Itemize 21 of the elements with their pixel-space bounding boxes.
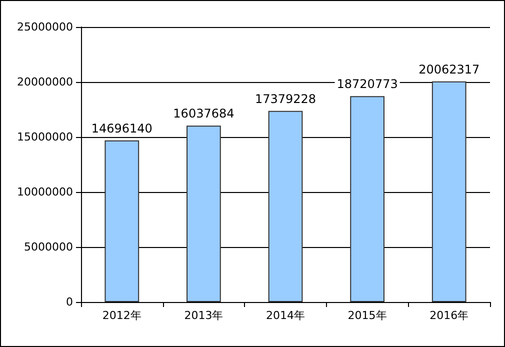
x-tick-label: 2014年 bbox=[266, 309, 305, 322]
x-tick-label: 2012年 bbox=[102, 309, 142, 322]
data-label: 16037684 bbox=[173, 106, 234, 121]
data-label: 17379228 bbox=[254, 92, 316, 106]
bar bbox=[432, 81, 466, 302]
y-tick-label: 10000000 bbox=[17, 186, 73, 198]
bar bbox=[350, 96, 384, 302]
data-label: 18720773 bbox=[336, 77, 398, 92]
y-tick-label: 0 bbox=[66, 296, 73, 308]
y-tick-label: 25000000 bbox=[17, 20, 73, 34]
bar bbox=[268, 110, 303, 302]
x-tick-label: 2013年 bbox=[184, 309, 224, 322]
x-tick-label: 2016年 bbox=[430, 309, 469, 322]
data-label: 14696140 bbox=[91, 121, 152, 136]
bar bbox=[186, 126, 221, 302]
y-tick-label: 15000000 bbox=[17, 130, 73, 144]
data-label: 20062317 bbox=[418, 62, 480, 76]
bar bbox=[104, 140, 140, 302]
x-tick-label: 2015年 bbox=[348, 309, 387, 322]
y-tick-label: 5000000 bbox=[24, 240, 73, 254]
y-tick-label: 20000000 bbox=[17, 76, 73, 88]
